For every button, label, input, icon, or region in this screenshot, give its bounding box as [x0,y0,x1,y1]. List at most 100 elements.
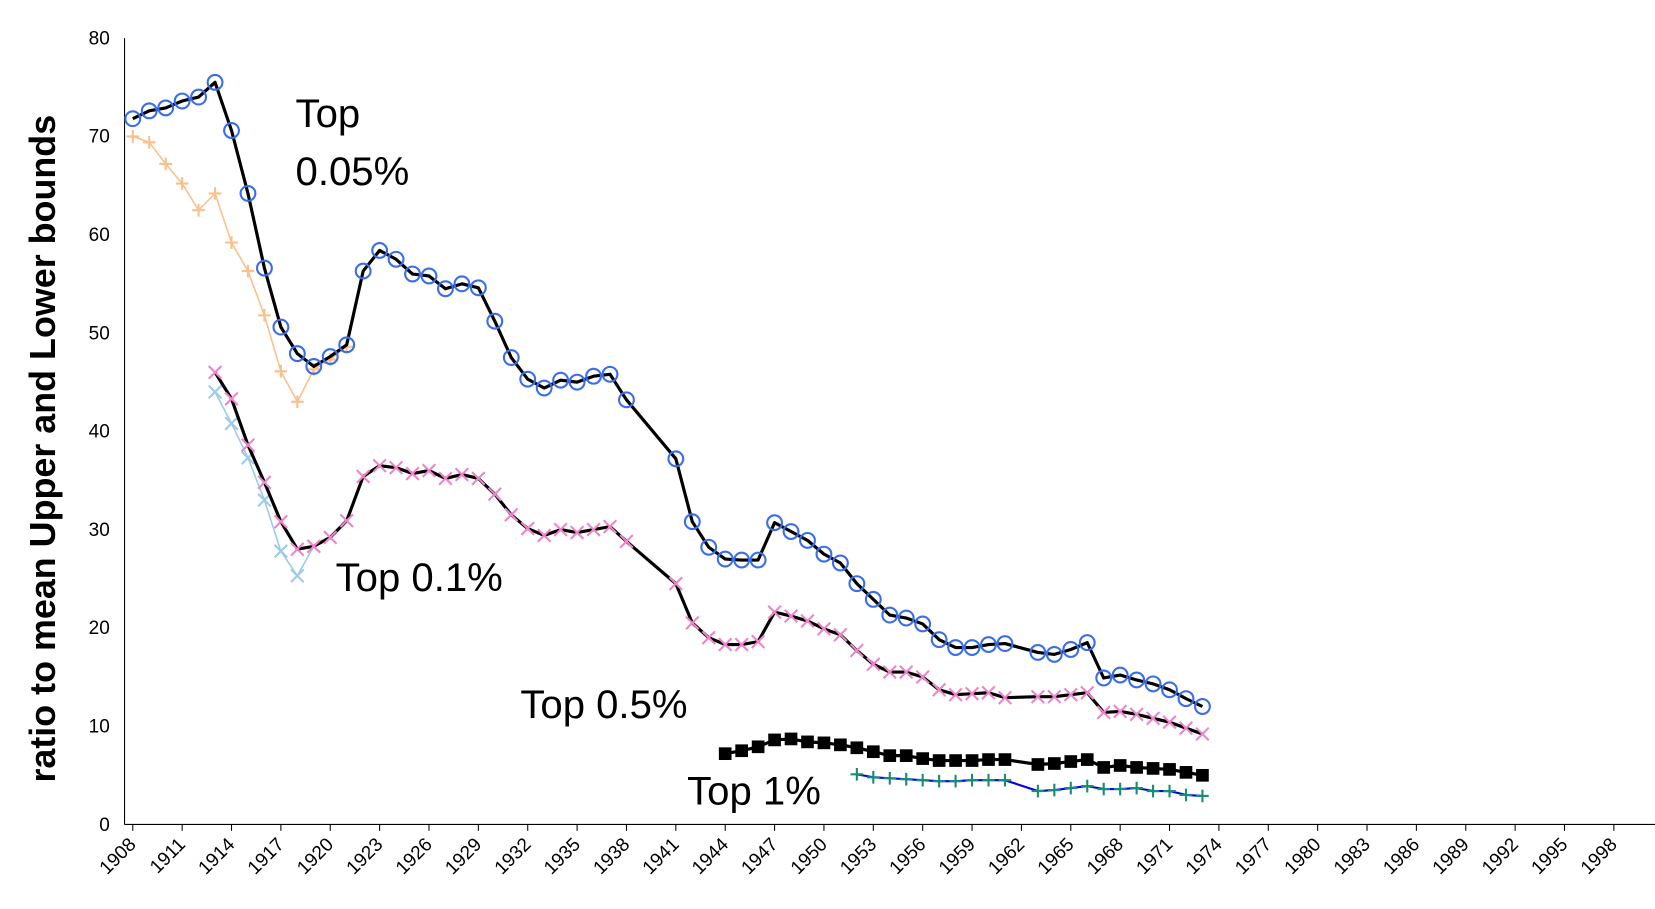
point [949,754,962,767]
point [899,665,914,680]
point [1144,675,1162,693]
point [239,184,257,202]
point [899,749,913,762]
point [834,738,847,752]
point [1096,705,1111,720]
point [126,130,140,143]
x-tick-label: 1917 [244,834,289,879]
x-tick-label: 1977 [1231,834,1276,879]
point [1129,707,1144,722]
point [668,576,683,591]
point [1130,781,1143,795]
point [274,364,288,378]
x-tick-label: 1956 [886,834,931,879]
x-tick-label: 1929 [441,834,486,879]
x-tick-label: 1962 [984,834,1029,879]
point [1097,782,1111,796]
point [982,753,995,766]
point [142,135,156,149]
point [159,157,173,171]
annotation: Top 0.5% [520,683,687,727]
y-tick-label: 20 [89,618,110,639]
point [996,635,1014,653]
point [240,437,256,453]
point [1146,762,1160,775]
point [290,542,305,557]
point [1029,643,1047,661]
point [1196,789,1209,803]
y-tick-label: 50 [89,323,110,344]
point [1178,721,1194,736]
point [454,467,469,482]
point [718,637,733,652]
point [1111,666,1129,684]
point [290,568,305,583]
x-tick-label: 1944 [688,834,733,879]
point [255,259,273,277]
point [667,450,685,468]
point [206,73,224,91]
y-tick-label: 30 [89,520,110,541]
x-tick-label: 1959 [935,834,980,879]
point [437,280,454,298]
point [223,122,240,139]
point [469,279,487,297]
point [618,391,635,409]
point [800,613,815,629]
point [619,534,634,549]
point [833,627,848,642]
y-tick-label: 70 [89,127,110,148]
x-tick-label: 1941 [639,834,684,879]
point [848,575,866,593]
point [864,590,882,608]
point [1064,755,1078,768]
point [585,367,603,385]
series-line [213,371,1203,736]
point [192,203,205,217]
point [700,538,718,556]
point [305,357,323,375]
point [701,630,716,645]
point [782,523,800,540]
point [849,643,864,658]
series-line [132,135,348,403]
point [1031,784,1045,798]
point [784,732,798,746]
point [323,530,338,545]
point [1048,783,1061,797]
point [157,99,175,117]
point [487,487,502,502]
point [520,521,535,536]
point [883,771,897,785]
point [140,102,158,120]
point [1177,690,1195,708]
point [273,514,288,529]
point [372,458,387,473]
point [815,545,833,563]
point [897,609,915,627]
point [1194,698,1211,715]
point [486,312,504,330]
x-tick-label: 1968 [1083,834,1128,879]
point [207,384,223,400]
x-tick-label: 1992 [1478,834,1523,879]
point [504,507,519,522]
point [339,513,354,528]
point [817,736,831,750]
point [404,265,421,283]
point [1080,753,1094,766]
x-tick-label: 1932 [491,834,536,879]
point [225,236,238,249]
point [881,606,899,624]
plot-layer [124,73,1211,803]
point [916,773,930,787]
point [751,634,766,649]
x-tick-label: 1950 [787,834,832,879]
x-tick-label: 1971 [1133,834,1178,879]
y-tick-label: 40 [89,422,110,443]
point [932,754,946,767]
point [405,466,420,481]
point [1047,689,1062,704]
point [1145,711,1161,726]
point [1030,689,1045,704]
